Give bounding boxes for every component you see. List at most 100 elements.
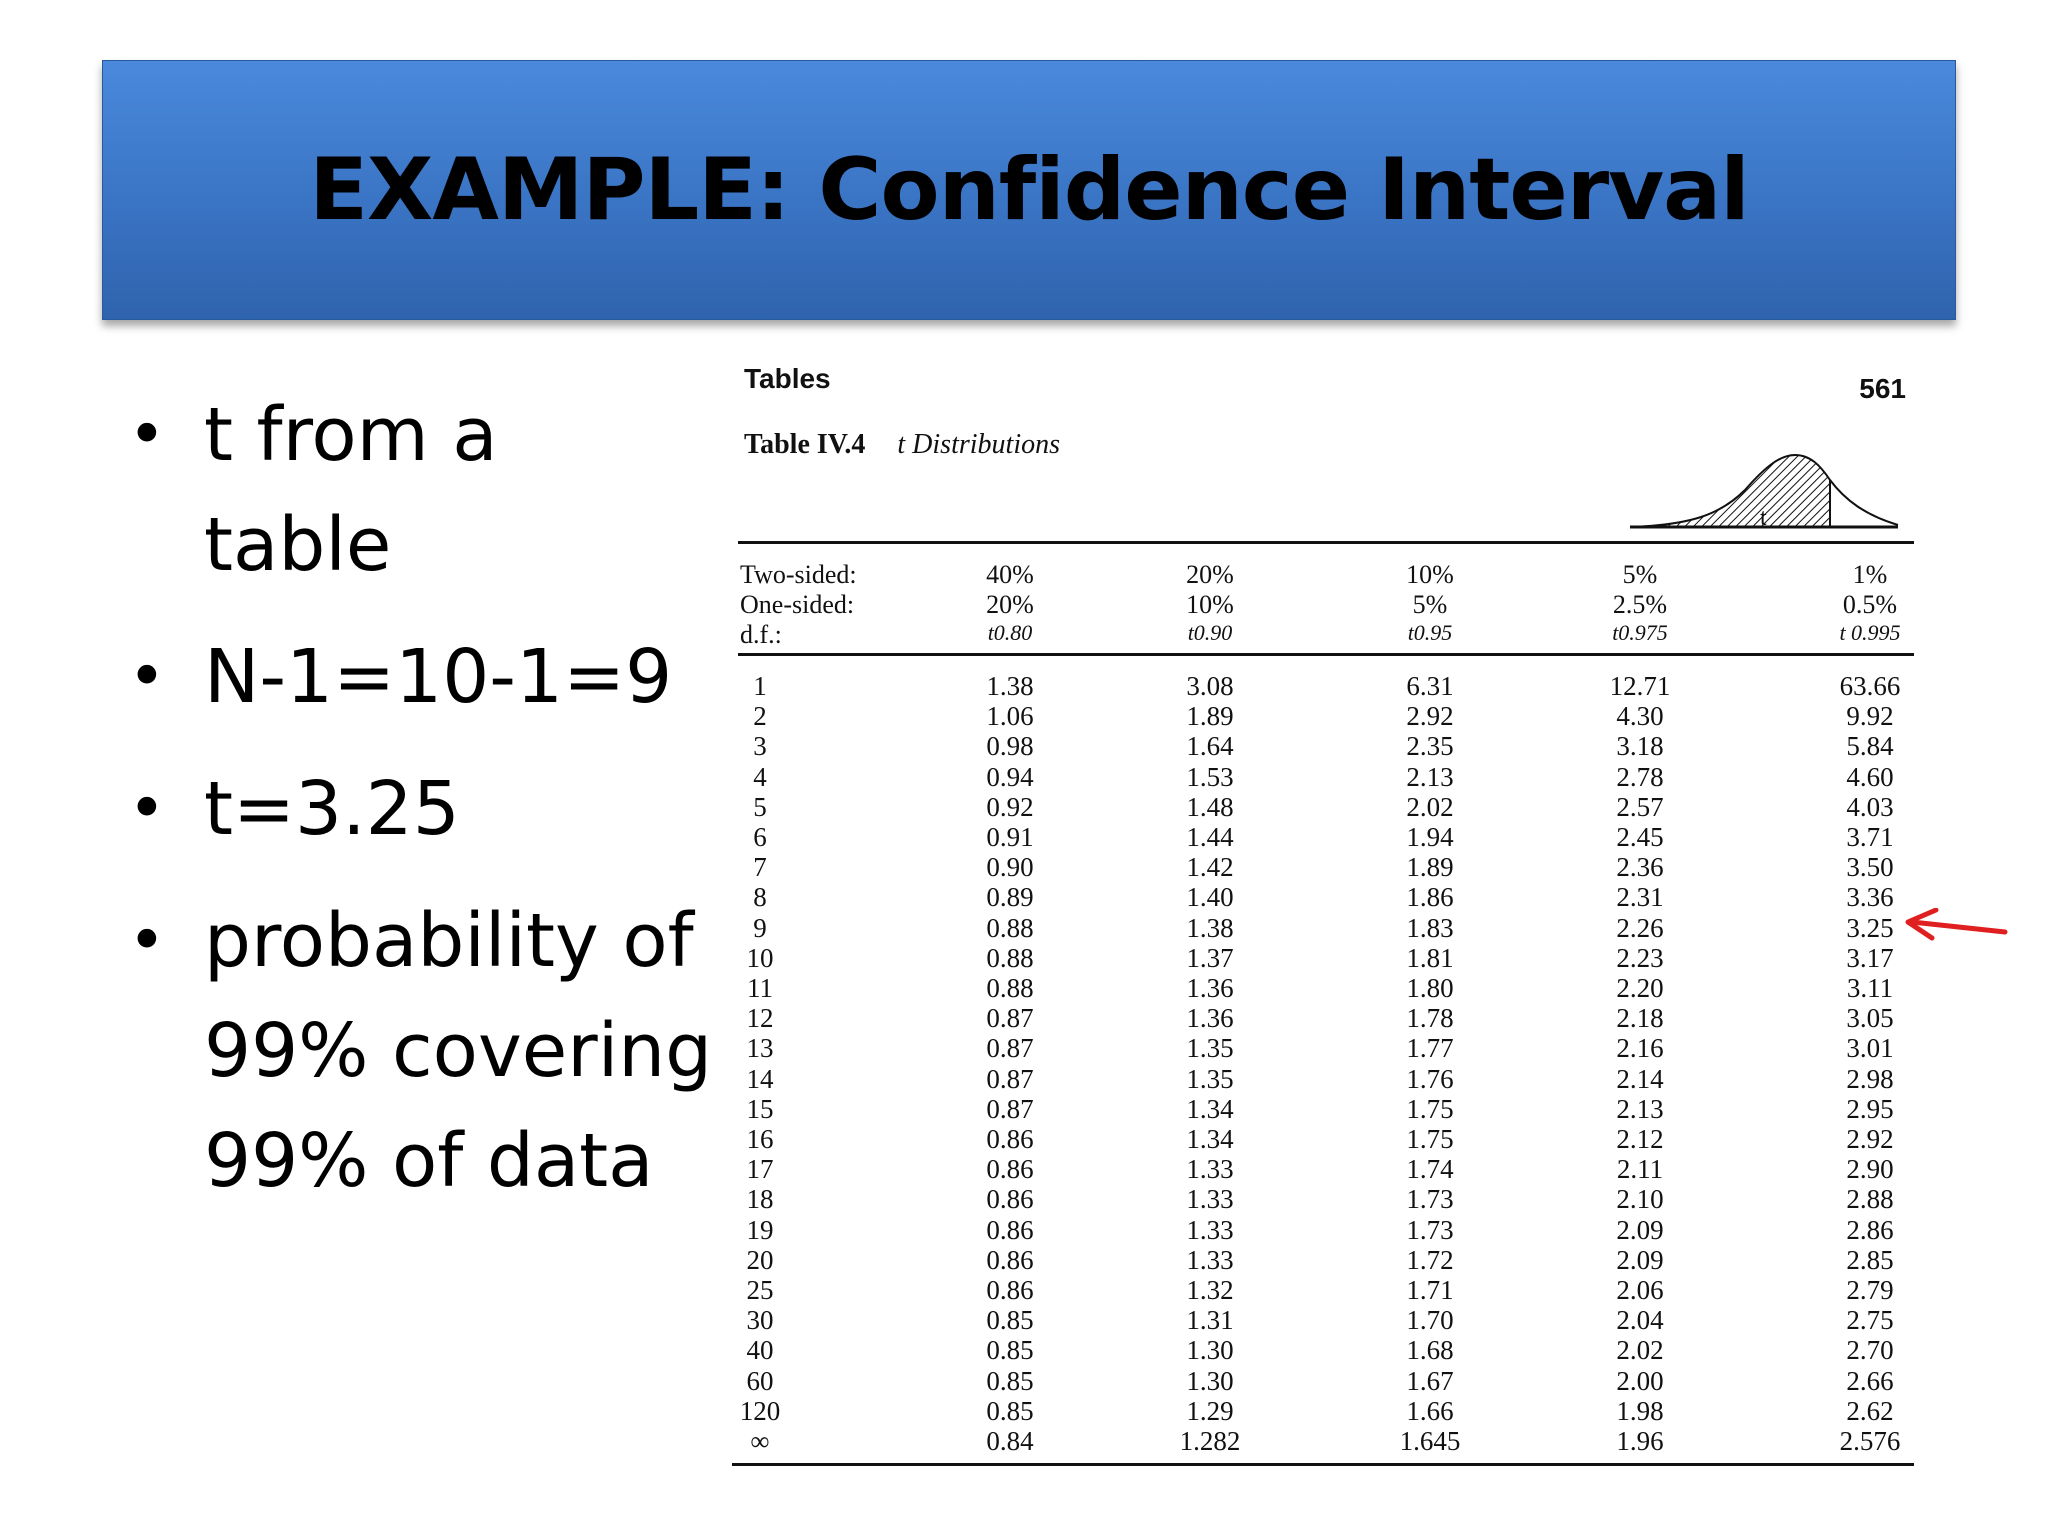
table-cell: 0.85 (986, 1395, 1034, 1426)
table-cell: 1.75 (1406, 1093, 1454, 1124)
column-header-one-sided: 5% (1412, 590, 1448, 619)
table-cell: 1.89 (1406, 852, 1454, 883)
table-cell: 2.02 (1616, 1335, 1664, 1366)
table-cell: 1.94 (1406, 822, 1454, 852)
df-cell: 17 (746, 1154, 774, 1185)
table-cell: 0.87 (986, 1003, 1034, 1034)
table-cell: 2.23 (1616, 942, 1664, 973)
table-cell: 2.92 (1846, 1124, 1894, 1154)
bullet-item: • t from a table (118, 380, 718, 600)
df-cell: 4 (753, 761, 767, 792)
table-cell: 1.66 (1406, 1395, 1454, 1426)
bullet-line: table (204, 502, 392, 588)
table-cell: 2.88 (1846, 1184, 1894, 1215)
table-row: 4 0.94 1.53 2.13 2.78 4.60 (730, 762, 1922, 792)
table-cell: 0.85 (986, 1335, 1034, 1366)
table-cell: 2.95 (1846, 1093, 1894, 1124)
table-row: 30 0.85 1.31 1.70 2.04 2.75 (730, 1305, 1922, 1335)
column-header-t: t0.95 (1407, 620, 1453, 645)
df-cell: 5 (753, 791, 767, 822)
df-cell: 13 (746, 1033, 774, 1064)
bullet-dot-icon: • (128, 640, 166, 714)
df-cell: 30 (746, 1305, 774, 1336)
table-cell: 0.88 (986, 973, 1034, 1003)
df-cell: 19 (746, 1214, 774, 1245)
table-cell: 3.71 (1846, 822, 1894, 852)
section-header: Tables (744, 363, 831, 394)
table-cell: 1.35 (1186, 1033, 1234, 1064)
table-row: 10 0.88 1.37 1.81 2.23 3.17 (730, 943, 1922, 973)
table-row: 2 1.06 1.89 2.92 4.30 9.92 (730, 701, 1922, 731)
df-cell: 2 (753, 701, 767, 732)
df-cell: 15 (746, 1093, 774, 1124)
table-cell: 2.31 (1616, 882, 1664, 913)
table-cell: 2.09 (1616, 1244, 1664, 1275)
table-cell: 2.13 (1406, 761, 1454, 792)
df-cell: 20 (746, 1244, 774, 1275)
table-cell: 1.72 (1406, 1244, 1454, 1275)
bullet-list: • t from a table • N-1=10-1=9 • t=3.25 • probabi… (118, 380, 718, 1238)
column-header-t: t 0.995 (1839, 620, 1901, 645)
table-cell: 0.85 (986, 1305, 1034, 1336)
table-cell: 2.09 (1616, 1214, 1664, 1245)
table-cell: 0.87 (986, 1033, 1034, 1064)
table-cell: 1.80 (1406, 973, 1454, 1003)
scanned-t-table: Tables 561 Table IV.4 t Distributions t T… (730, 355, 1922, 1485)
table-cell: 1.64 (1186, 731, 1234, 762)
bullet-line: t from a (204, 392, 498, 478)
df-cell: 6 (753, 822, 767, 852)
table-cell: 2.90 (1846, 1154, 1894, 1185)
table-cell: 2.26 (1616, 912, 1664, 943)
table-cell: 3.08 (1186, 671, 1234, 701)
table-cell: 2.35 (1406, 731, 1454, 762)
table-cell: 1.89 (1186, 701, 1234, 732)
table-cell: 2.576 (1839, 1426, 1901, 1456)
table-cell: 1.86 (1406, 882, 1454, 913)
table-cell: 2.00 (1616, 1365, 1664, 1396)
table-cell: 0.85 (986, 1365, 1034, 1396)
table-cell: 3.11 (1846, 973, 1894, 1003)
table-cell: 1.37 (1186, 942, 1234, 973)
table-cell: 2.85 (1846, 1244, 1894, 1275)
table-row: 9 0.88 1.38 1.83 2.26 3.25 (730, 913, 1922, 943)
table-cell: 2.16 (1616, 1033, 1664, 1064)
table-row: 20 0.86 1.33 1.72 2.09 2.85 (730, 1245, 1922, 1275)
column-header-two-sided: 40% (986, 560, 1034, 589)
table-cell: 1.33 (1186, 1154, 1234, 1185)
df-cell: 7 (753, 852, 767, 883)
table-cell: 0.89 (986, 882, 1034, 913)
bullet-dot-icon: • (128, 772, 166, 846)
table-cell: 1.38 (1186, 912, 1234, 943)
column-header-t: t0.90 (1187, 620, 1233, 645)
table-cell: 0.86 (986, 1184, 1034, 1215)
table-row: 6 0.91 1.44 1.94 2.45 3.71 (730, 822, 1922, 852)
table-cell: 4.03 (1846, 791, 1894, 822)
slide-title: EXAMPLE: Confidence Interval (309, 140, 1749, 240)
table-title: Table IV.4 t Distributions (744, 429, 1060, 461)
column-header-one-sided: 2.5% (1612, 590, 1668, 619)
table-cell: 2.75 (1846, 1305, 1894, 1336)
table-row: 3 0.98 1.64 2.35 3.18 5.84 (730, 731, 1922, 761)
table-row: 15 0.87 1.34 1.75 2.13 2.95 (730, 1094, 1922, 1124)
df-cell: 8 (753, 882, 767, 913)
df-cell: 9 (753, 912, 767, 943)
table-cell: 1.71 (1406, 1275, 1454, 1305)
table-cell: 1.44 (1186, 822, 1234, 852)
table-cell: 2.04 (1616, 1305, 1664, 1336)
table-cell: 1.73 (1406, 1214, 1454, 1245)
table-cell: 1.32 (1186, 1275, 1234, 1305)
table-cell: 1.645 (1399, 1426, 1461, 1456)
table-row: 17 0.86 1.33 1.74 2.11 2.90 (730, 1154, 1922, 1184)
column-header-t: t0.80 (987, 620, 1033, 645)
table-cell: 1.30 (1186, 1365, 1234, 1396)
table-cell: 0.86 (986, 1154, 1034, 1185)
column-header-one-sided: 10% (1186, 590, 1234, 619)
top-rule (738, 541, 1914, 544)
table-row: 25 0.86 1.32 1.71 2.06 2.79 (730, 1275, 1922, 1305)
page-number: 561 (1859, 373, 1906, 404)
table-cell: 1.31 (1186, 1305, 1234, 1336)
table-cell: 1.75 (1406, 1124, 1454, 1154)
table-cell: 1.48 (1186, 791, 1234, 822)
df-cell: 25 (746, 1275, 774, 1305)
table-cell: 1.42 (1186, 852, 1234, 883)
